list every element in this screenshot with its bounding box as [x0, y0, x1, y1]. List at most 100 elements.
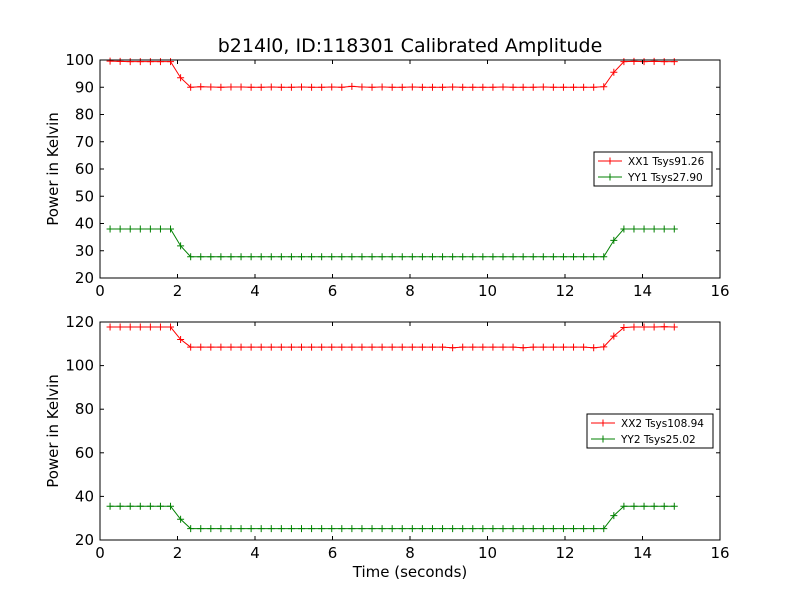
bottom-data-point — [348, 343, 356, 351]
top-data-point — [610, 236, 618, 244]
top-y-tick-label: 40 — [75, 215, 94, 233]
top-data-point — [570, 83, 578, 91]
top-x-tick-label: 8 — [405, 282, 415, 300]
bottom-data-point — [408, 525, 416, 533]
top-data-point — [126, 225, 134, 233]
top-series-line-2 — [110, 228, 675, 258]
bottom-data-point — [650, 502, 658, 510]
top-x-tick-label: 2 — [173, 282, 183, 300]
top-data-point — [358, 253, 366, 261]
top-data-point — [388, 253, 396, 261]
bottom-legend-marker — [599, 435, 607, 443]
bottom-data-point — [610, 512, 618, 520]
bottom-data-point — [187, 525, 195, 533]
bottom-data-point — [308, 343, 316, 351]
bottom-y-axis-label: Power in Kelvin — [44, 374, 62, 488]
top-data-point — [630, 225, 638, 233]
top-data-point — [106, 225, 114, 233]
top-data-point — [670, 58, 678, 66]
bottom-legend-box — [586, 413, 714, 449]
bottom-data-point — [428, 525, 436, 533]
top-y-tick-label: 20 — [75, 269, 94, 287]
top-data-point — [459, 83, 467, 91]
top-data-point — [529, 253, 537, 261]
bottom-data-point — [368, 343, 376, 351]
bottom-data-point — [600, 343, 608, 351]
top-y-tick-label: 60 — [75, 160, 94, 178]
top-data-point — [298, 253, 305, 261]
top-data-point — [237, 253, 245, 261]
top-data-point — [348, 253, 356, 261]
bottom-data-point — [509, 525, 517, 533]
top-data-point — [670, 225, 678, 233]
top-data-point — [499, 83, 507, 91]
bottom-data-point — [469, 343, 477, 351]
top-data-point — [167, 225, 175, 233]
top-legend-marker — [606, 157, 614, 165]
top-y-tick-label: 90 — [75, 78, 94, 96]
top-data-point — [136, 225, 144, 233]
top-data-point — [217, 253, 225, 261]
top-data-point — [640, 58, 648, 66]
top-data-point — [580, 83, 588, 91]
top-data-point — [408, 83, 416, 91]
top-data-point — [650, 225, 658, 233]
top-panel: 0 2 4 6 8 10 12 14 16 20 30 40 50 60 70 80 90 100 Power i… — [44, 51, 730, 300]
bottom-data-point — [368, 525, 376, 533]
bottom-data-point — [640, 323, 648, 331]
bottom-data-point — [630, 323, 638, 331]
bottom-data-point — [277, 343, 285, 351]
top-data-point — [408, 253, 416, 261]
bottom-data-point — [156, 323, 164, 331]
top-data-point — [126, 58, 134, 66]
top-x-tick-label: 0 — [95, 282, 105, 300]
top-data-point — [439, 253, 447, 261]
bottom-data-point — [237, 343, 245, 351]
top-data-point — [489, 253, 497, 261]
top-data-point — [308, 253, 316, 261]
top-data-point — [197, 83, 205, 91]
bottom-data-point — [570, 343, 578, 351]
top-data-point — [227, 253, 235, 261]
top-data-point — [287, 83, 295, 91]
top-data-point — [247, 253, 255, 261]
bottom-data-point — [187, 343, 195, 351]
top-data-point — [338, 253, 346, 261]
top-data-point — [660, 58, 668, 66]
top-data-point — [549, 253, 557, 261]
bottom-data-point — [177, 335, 185, 343]
bottom-data-point — [388, 525, 396, 533]
top-data-point — [348, 82, 356, 90]
bottom-data-point — [529, 525, 537, 533]
top-data-point — [459, 253, 467, 261]
bottom-data-point — [247, 525, 255, 533]
top-data-point — [167, 58, 175, 66]
top-x-tick-label: 6 — [328, 282, 338, 300]
top-legend-marker — [606, 173, 614, 181]
bottom-data-point — [459, 525, 467, 533]
bottom-data-point — [207, 343, 215, 351]
bottom-data-point — [338, 343, 346, 351]
bottom-data-point — [328, 525, 336, 533]
bottom-x-tick-label: 6 — [328, 544, 338, 562]
top-data-point — [277, 253, 285, 261]
top-x-tick-label: 12 — [555, 282, 574, 300]
bottom-data-point — [328, 343, 336, 351]
top-data-point — [610, 68, 618, 76]
bottom-data-point — [146, 323, 154, 331]
bottom-data-point — [670, 323, 678, 331]
bottom-data-point — [580, 525, 588, 533]
top-data-point — [529, 83, 537, 91]
top-data-point — [187, 253, 195, 261]
top-y-tick-label: 80 — [75, 106, 94, 124]
bottom-data-point — [519, 344, 527, 352]
bottom-data-point — [398, 343, 406, 351]
bottom-data-point — [620, 323, 628, 331]
bottom-data-point — [116, 502, 124, 510]
top-data-point — [620, 58, 628, 66]
top-data-point — [378, 83, 386, 91]
top-data-point — [378, 253, 386, 261]
bottom-x-tick-label: 10 — [478, 544, 497, 562]
bottom-data-point — [126, 323, 134, 331]
top-plot-marks — [106, 57, 678, 261]
